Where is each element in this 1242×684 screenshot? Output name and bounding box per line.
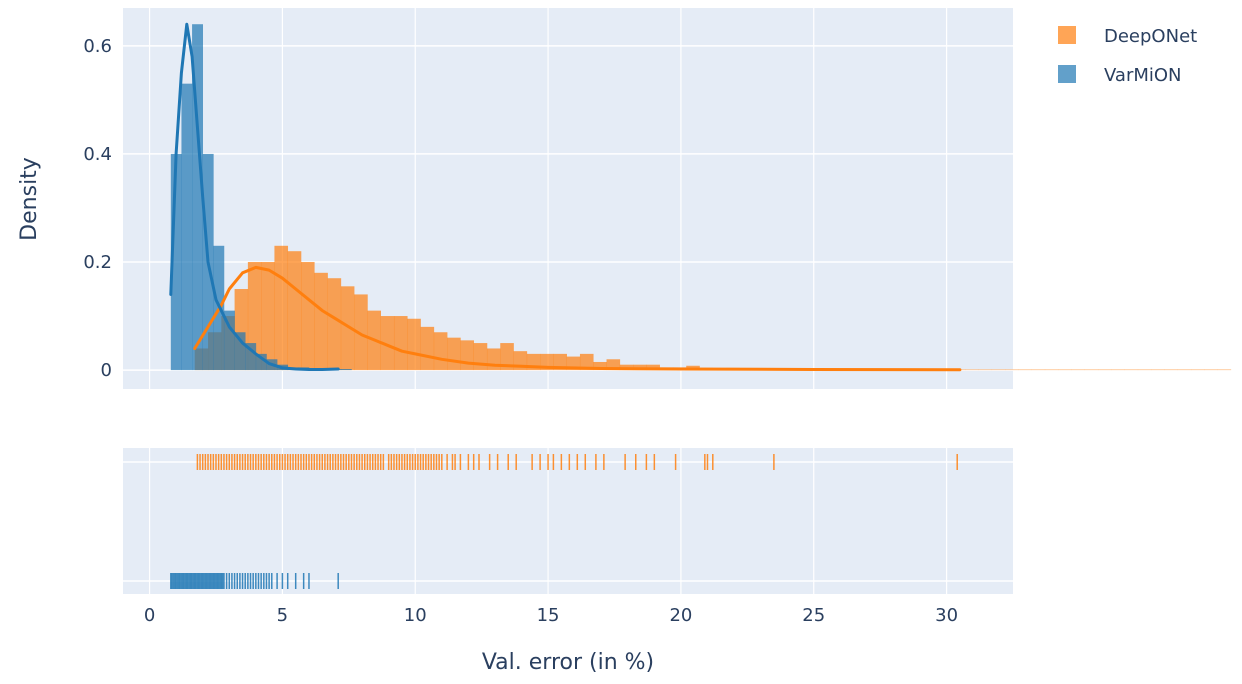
x-tick-label: 30 bbox=[935, 605, 958, 626]
histogram-bar-deeponet[interactable] bbox=[1191, 369, 1205, 371]
y-tick-label: 0.2 bbox=[83, 252, 112, 273]
x-tick-label: 10 bbox=[404, 605, 427, 626]
x-tick-label: 25 bbox=[802, 605, 825, 626]
histogram-bar-varmion[interactable] bbox=[181, 83, 193, 371]
histogram-bar-deeponet[interactable] bbox=[354, 294, 368, 371]
histogram-bar-deeponet[interactable] bbox=[1071, 369, 1086, 371]
histogram-bar-varmion[interactable] bbox=[170, 153, 182, 371]
histogram-bar-deeponet[interactable] bbox=[1005, 369, 1019, 371]
legend-label-deeponet: DeepONet bbox=[1104, 26, 1197, 47]
y-tick-label: 0.6 bbox=[83, 36, 112, 57]
histogram-bar-deeponet[interactable] bbox=[1151, 369, 1165, 371]
histogram-bar-varmion[interactable] bbox=[192, 24, 204, 371]
histogram-bar-deeponet[interactable] bbox=[393, 316, 408, 371]
x-tick-label: 15 bbox=[537, 605, 560, 626]
histogram-bar-deeponet[interactable] bbox=[1058, 369, 1072, 371]
histogram-bar-deeponet[interactable] bbox=[606, 359, 621, 371]
histogram-bar-deeponet[interactable] bbox=[1031, 369, 1046, 371]
histogram-bar-deeponet[interactable] bbox=[991, 369, 1006, 371]
histogram-bar-deeponet[interactable] bbox=[1111, 369, 1125, 371]
y-tick-label: 0.4 bbox=[83, 144, 112, 165]
histogram-bar-deeponet[interactable] bbox=[1137, 369, 1152, 371]
kde-curve-deeponet[interactable] bbox=[193, 265, 962, 372]
legend-item-deeponet[interactable]: DeepONet bbox=[1058, 26, 1197, 47]
x-axis-title: Val. error (in %) bbox=[482, 650, 654, 675]
histogram-bar-deeponet[interactable] bbox=[433, 332, 448, 371]
histogram-bar-deeponet[interactable] bbox=[327, 278, 342, 371]
histogram-bar-deeponet[interactable] bbox=[1204, 369, 1218, 371]
histogram-bar-deeponet[interactable] bbox=[978, 369, 993, 371]
histogram-bar-deeponet[interactable] bbox=[380, 316, 395, 371]
histogram-bar-varmion[interactable] bbox=[234, 332, 246, 371]
histogram-bar-deeponet[interactable] bbox=[1044, 369, 1059, 371]
rug-plot-background bbox=[123, 448, 1013, 594]
x-tick-label: 5 bbox=[277, 605, 288, 626]
histogram-bar-deeponet[interactable] bbox=[274, 245, 289, 371]
legend: DeepONet VarMiON bbox=[1058, 26, 1197, 86]
axes: 0 0.2 0.4 0.6 0 5 10 15 20 25 30 bbox=[83, 36, 958, 626]
histogram-bar-deeponet[interactable] bbox=[1177, 369, 1192, 371]
legend-swatch-varmion bbox=[1058, 65, 1076, 83]
histogram-bar-varmion[interactable] bbox=[245, 343, 257, 371]
legend-swatch-deeponet bbox=[1058, 26, 1076, 44]
x-tick-label: 20 bbox=[669, 605, 692, 626]
histogram-bar-varmion[interactable] bbox=[255, 353, 267, 371]
histogram-bar-deeponet[interactable] bbox=[340, 286, 355, 371]
y-tick-label: 0 bbox=[101, 360, 112, 381]
kde-curve-varmion[interactable] bbox=[169, 22, 340, 371]
histogram-bar-deeponet[interactable] bbox=[314, 272, 328, 371]
x-tick-label: 0 bbox=[144, 605, 155, 626]
histogram-bar-deeponet[interactable] bbox=[447, 337, 461, 371]
histogram-bar-deeponet[interactable] bbox=[1018, 369, 1032, 371]
histogram-bar-deeponet[interactable] bbox=[1084, 369, 1099, 371]
kde-curves bbox=[169, 22, 962, 372]
histogram-bar-deeponet[interactable] bbox=[965, 369, 979, 371]
histogram-bar-varmion[interactable] bbox=[340, 369, 352, 371]
grid-lines bbox=[123, 8, 1013, 594]
histogram-bar-deeponet[interactable] bbox=[420, 326, 435, 371]
histogram-bar-deeponet[interactable] bbox=[1124, 369, 1139, 371]
histogram-bar-deeponet[interactable] bbox=[460, 340, 474, 371]
histogram-bar-deeponet[interactable] bbox=[301, 262, 315, 371]
histogram-bar-deeponet[interactable] bbox=[579, 353, 594, 371]
histogram-bar-deeponet[interactable] bbox=[407, 318, 421, 371]
histogram-bar-deeponet[interactable] bbox=[1217, 369, 1232, 371]
histogram-bar-deeponet[interactable] bbox=[473, 343, 488, 371]
y-axis-title: Density bbox=[17, 157, 42, 241]
legend-item-varmion[interactable]: VarMiON bbox=[1058, 65, 1182, 86]
histogram-bar-deeponet[interactable] bbox=[553, 353, 567, 371]
histogram-bar-varmion[interactable] bbox=[223, 310, 235, 371]
histogram-bar-deeponet[interactable] bbox=[1098, 369, 1112, 371]
histogram-bar-deeponet[interactable] bbox=[500, 343, 514, 371]
histogram-bar-deeponet[interactable] bbox=[1164, 369, 1179, 371]
histogram-bar-deeponet[interactable] bbox=[593, 361, 607, 371]
histogram-bar-deeponet[interactable] bbox=[287, 251, 302, 371]
histogram-bar-deeponet[interactable] bbox=[261, 262, 275, 371]
rug-plot bbox=[170, 454, 958, 589]
legend-label-varmion: VarMiON bbox=[1104, 65, 1182, 86]
